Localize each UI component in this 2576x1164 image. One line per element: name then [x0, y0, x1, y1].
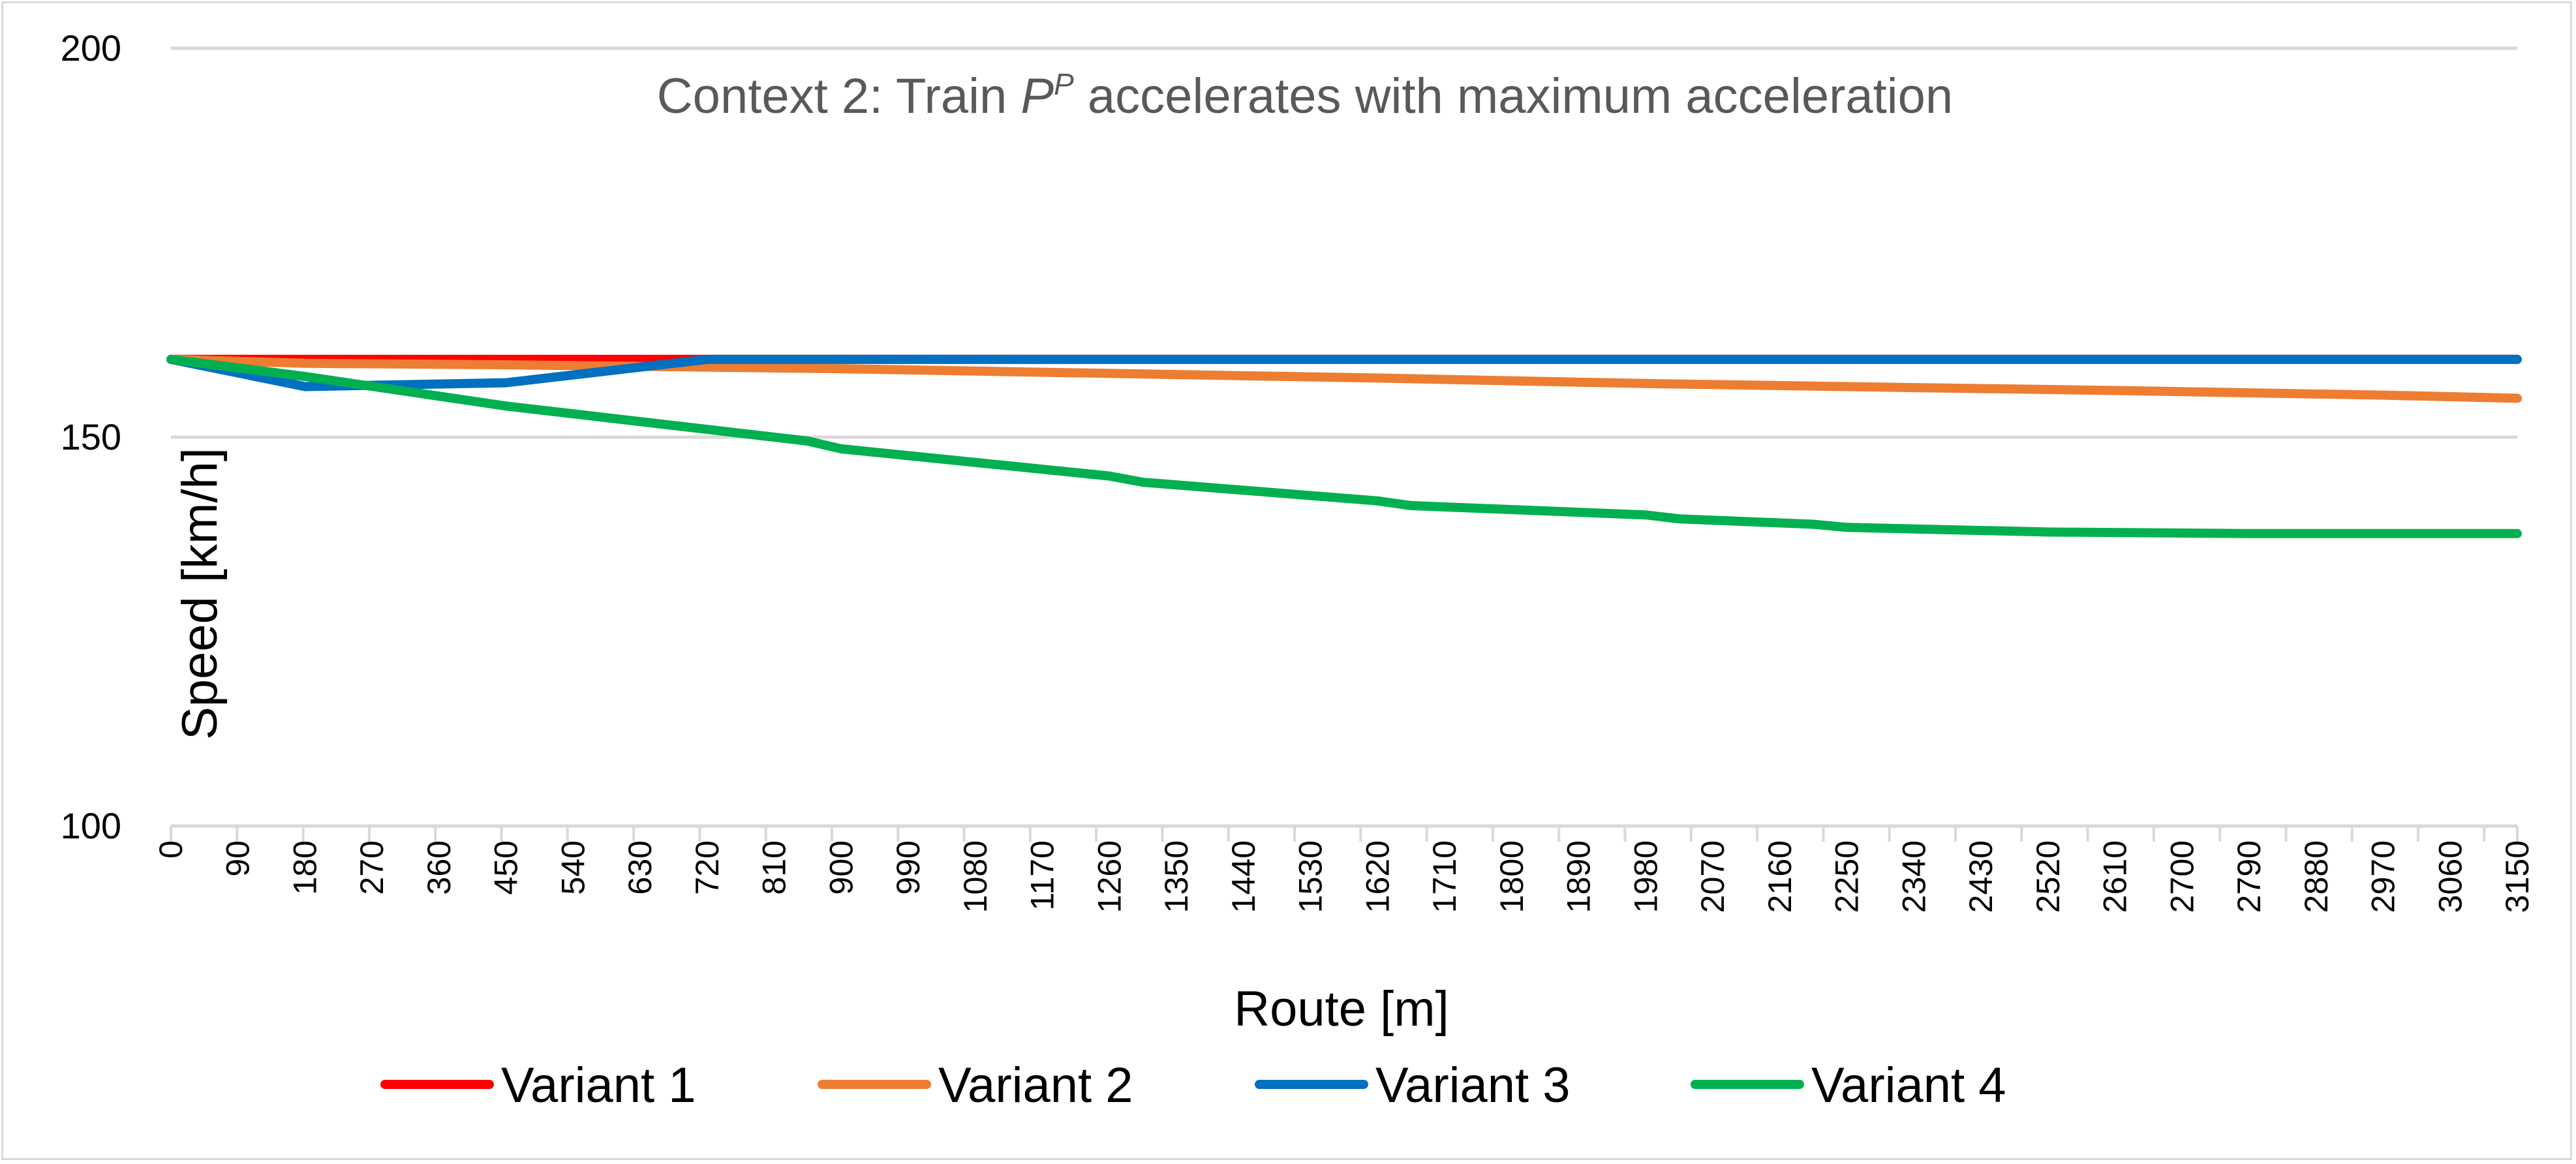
x-tick-label: 270	[354, 840, 390, 895]
x-tick-label: 1080	[957, 840, 994, 913]
x-tick-label: 2880	[2298, 840, 2335, 913]
x-tick-label: 180	[286, 840, 323, 895]
x-tick-label: 3150	[2499, 840, 2536, 913]
y-tick-label: 150	[61, 416, 121, 457]
series-line-variant-2	[166, 354, 2522, 403]
legend-item-variant-3: Variant 3	[1255, 1058, 1571, 1113]
x-tick-label: 1980	[1627, 840, 1664, 913]
chart-title-italic: P	[1020, 69, 1054, 124]
x-tick-label: 1350	[1158, 840, 1195, 913]
x-tick-label: 1530	[1293, 840, 1329, 913]
x-axis	[170, 824, 2519, 842]
x-tick-label: 630	[622, 840, 658, 895]
x-tick-label: 1260	[1091, 840, 1127, 913]
x-tick-label: 0	[153, 840, 189, 859]
x-tick-label: 900	[823, 840, 859, 895]
chart-title-prefix: Context 2: Train	[657, 69, 1021, 124]
x-tick-label: 1440	[1225, 840, 1262, 913]
chart-title: Context 2: Train PP accelerates with max…	[657, 67, 1953, 124]
x-tick-label: 2340	[1895, 840, 1932, 913]
x-tick-label: 2430	[1963, 840, 1999, 913]
series-line-variant-4	[166, 354, 2522, 538]
x-tick-label: 1170	[1024, 840, 1061, 911]
legend-label: Variant 4	[1811, 1058, 2006, 1113]
legend-item-variant-1: Variant 1	[380, 1058, 696, 1113]
gridlines	[171, 46, 2517, 439]
legend-item-variant-4: Variant 4	[1691, 1058, 2006, 1113]
x-tick-label: 1890	[1561, 840, 1597, 913]
y-tick-label: 200	[61, 27, 121, 69]
x-tick-label: 2700	[2164, 840, 2200, 913]
x-tick-label: 450	[488, 840, 525, 895]
chart-title-superscript: P	[1054, 67, 1074, 101]
x-axis-ticks: 0 90 180 270 360 450 540 630 720 810 900 990 1080 117…	[153, 840, 2536, 913]
x-tick-label: 810	[756, 840, 793, 895]
x-tick-label: 2070	[1694, 840, 1731, 913]
legend-label: Variant 3	[1375, 1058, 1571, 1113]
x-tick-label: 2160	[1762, 840, 1798, 913]
x-tick-label: 2610	[2097, 840, 2134, 913]
y-axis-ticks: 100 150 200	[61, 27, 121, 846]
y-tick-label: 100	[61, 805, 121, 846]
legend-item-variant-2: Variant 2	[818, 1058, 1133, 1113]
x-axis-label: Route [m]	[1234, 981, 1449, 1037]
chart-title-suffix: accelerates with maximum acceleration	[1074, 69, 1953, 124]
x-tick-label: 720	[689, 840, 726, 895]
x-tick-label: 90	[220, 840, 256, 877]
x-tick-label: 1710	[1426, 840, 1463, 913]
legend-label: Variant 2	[938, 1058, 1133, 1113]
legend: Variant 1 Variant 2 Variant 3 Variant 4	[380, 1058, 2006, 1113]
legend-label: Variant 1	[501, 1058, 696, 1113]
x-tick-label: 540	[555, 840, 591, 895]
x-tick-label: 990	[890, 840, 927, 895]
x-tick-label: 2790	[2231, 840, 2267, 913]
x-tick-label: 1620	[1359, 840, 1396, 913]
series-line-variant-3	[166, 354, 2522, 391]
x-tick-label: 2970	[2365, 840, 2402, 913]
x-tick-label: 2250	[1829, 840, 1865, 913]
y-axis-label: Speed [km/h]	[172, 448, 228, 740]
x-tick-label: 1800	[1494, 840, 1530, 913]
x-tick-label: 3060	[2432, 840, 2468, 913]
plot-area	[166, 354, 2522, 538]
x-tick-label: 360	[421, 840, 457, 895]
x-tick-label: 2520	[2030, 840, 2066, 913]
